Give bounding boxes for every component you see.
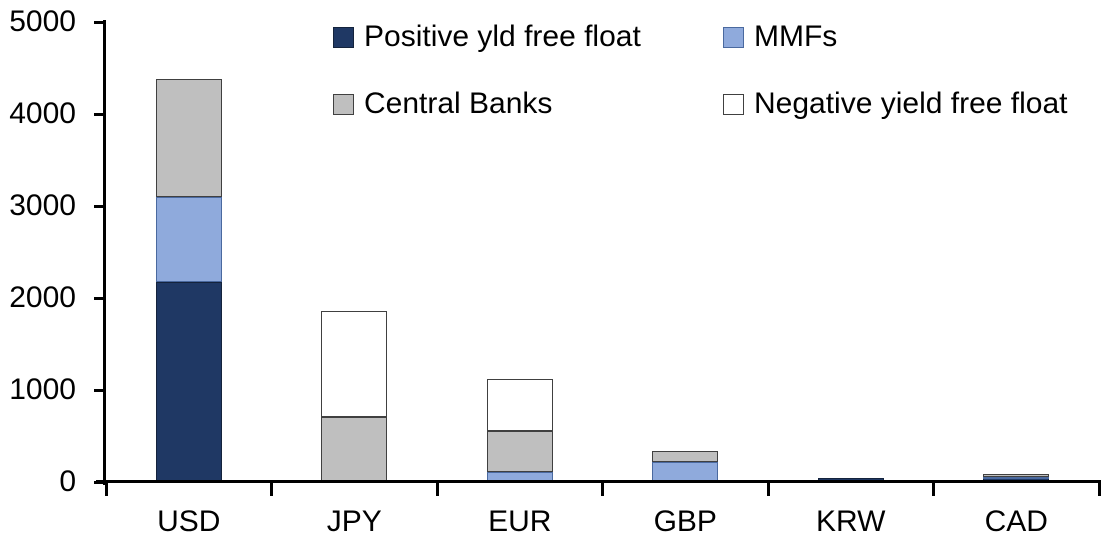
y-axis-label: 1000 (9, 373, 76, 406)
bar-segment (983, 474, 1050, 477)
x-axis-label: KRW (816, 505, 886, 538)
x-axis-tick (1097, 480, 1101, 496)
y-axis-tick (94, 296, 105, 300)
y-axis-label: 3000 (9, 189, 76, 222)
x-axis (96, 480, 1100, 483)
x-axis-tick (601, 480, 604, 496)
bar-segment (652, 461, 719, 482)
legend-swatch (333, 26, 354, 48)
x-axis-label: CAD (984, 505, 1048, 538)
bar-segment (155, 79, 222, 197)
x-axis-tick (270, 480, 273, 496)
x-axis-tick (435, 480, 439, 496)
legend-swatch (333, 93, 354, 115)
bar-segment (652, 450, 719, 462)
y-axis-label: 5000 (9, 5, 76, 38)
x-axis-tick (932, 480, 935, 496)
legend-item: MMFs (723, 20, 837, 54)
y-axis-label: 4000 (9, 97, 76, 130)
bar-segment (321, 310, 388, 417)
bar-segment (155, 196, 222, 283)
legend-swatch (723, 26, 744, 48)
y-axis-tick (94, 388, 105, 392)
bar-segment (486, 430, 553, 472)
legend-item: Positive yld free float (333, 20, 641, 54)
y-axis-tick (94, 480, 105, 484)
legend-label: Positive yld free float (364, 20, 641, 53)
y-axis-label: 2000 (9, 281, 76, 314)
x-axis-label: USD (157, 505, 221, 538)
x-axis-label: GBP (653, 505, 717, 538)
x-axis-label: JPY (326, 505, 382, 538)
y-axis-label: 0 (59, 465, 76, 498)
bar-segment (983, 476, 1050, 479)
x-axis-tick (766, 480, 770, 496)
x-axis-tick (104, 480, 108, 496)
legend-label: Central Banks (364, 87, 553, 120)
legend-item: Negative yield free float (723, 87, 1068, 121)
y-axis-tick (94, 204, 105, 208)
bar-segment (321, 416, 388, 482)
legend-label: MMFs (754, 20, 838, 53)
bar-segment (155, 282, 222, 482)
y-axis-tick (94, 112, 105, 116)
bar-segment (486, 378, 553, 431)
x-axis-label: EUR (488, 505, 552, 538)
y-axis-tick (94, 20, 105, 24)
legend-item: Central Banks (333, 87, 552, 121)
legend-label: Negative yield free float (754, 87, 1068, 120)
legend-swatch (723, 93, 744, 115)
y-axis (103, 20, 106, 485)
